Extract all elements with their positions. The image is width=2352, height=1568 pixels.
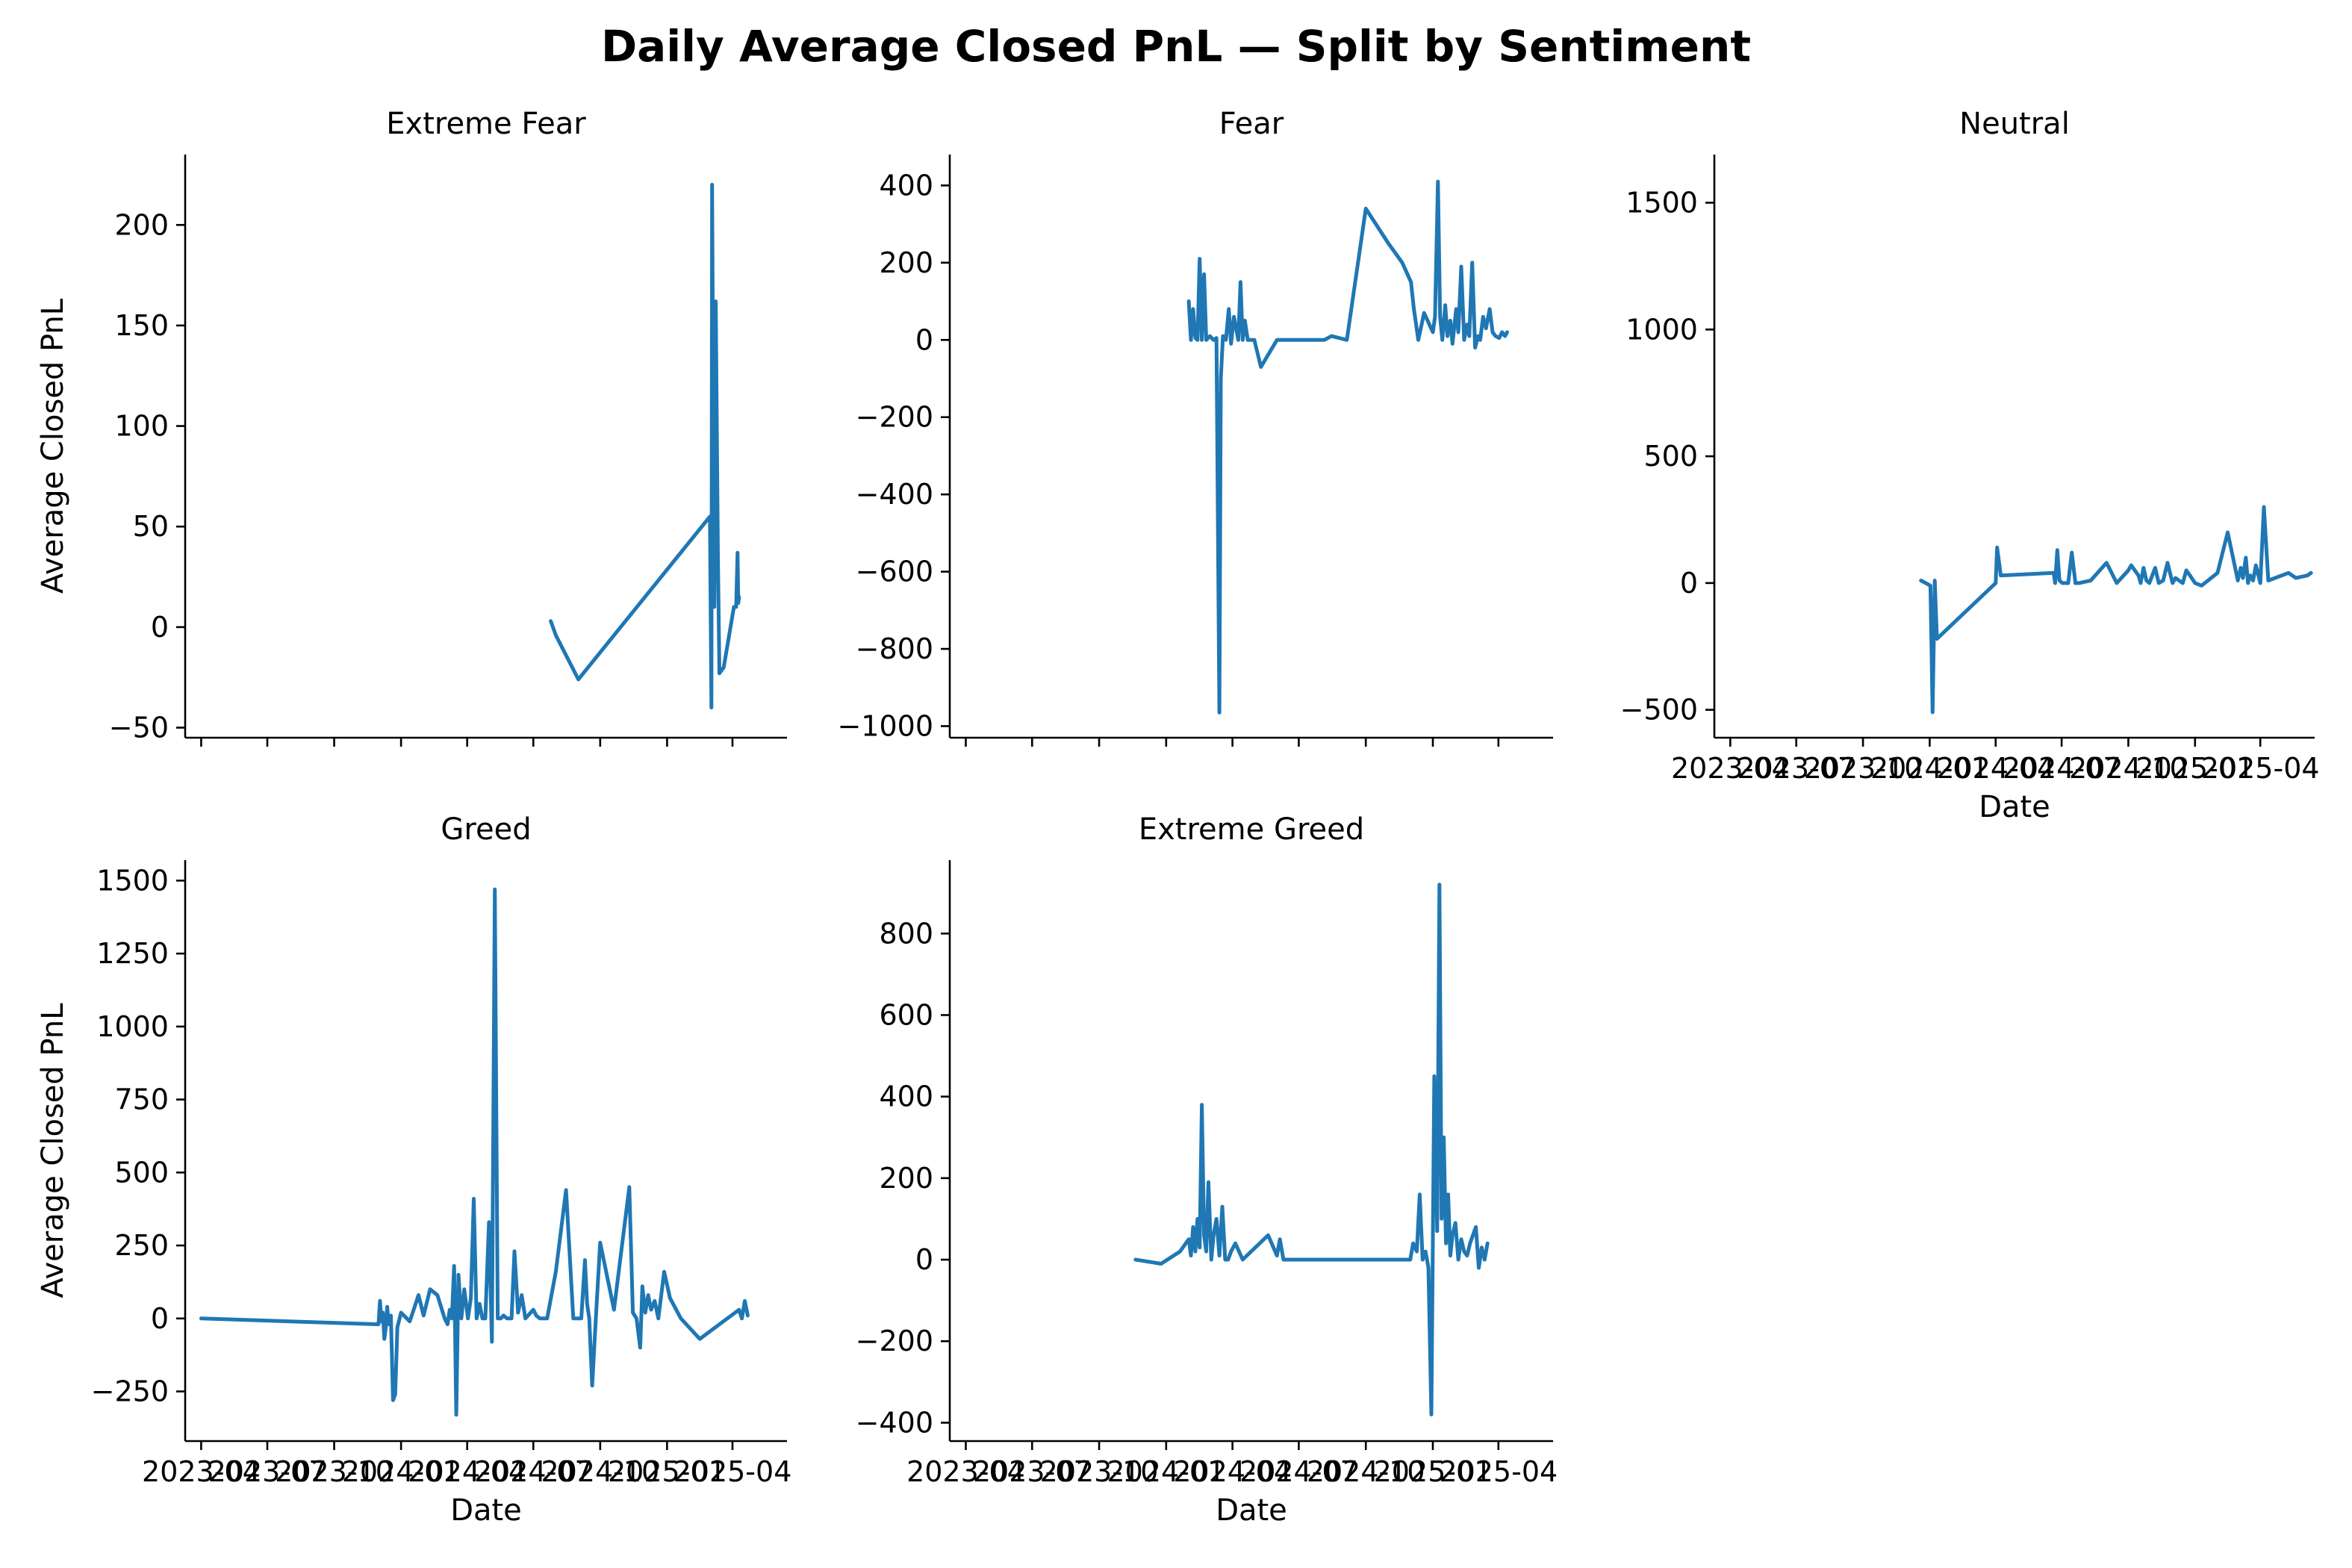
- x-tick-label: 2025-01: [2135, 752, 2254, 785]
- x-tick-label: 2023-10: [275, 1455, 393, 1488]
- panel-title: Extreme Greed: [1139, 812, 1364, 847]
- x-tick-label: 2024-10: [1307, 1455, 1425, 1488]
- x-tick-label: 2024-04: [408, 1455, 526, 1488]
- x-tick-label: 2023-04: [906, 1455, 1025, 1488]
- y-tick-label: −1000: [837, 709, 933, 742]
- x-tick-label: 2024-07: [474, 1455, 593, 1488]
- x-tick-label: 2024-01: [1107, 1455, 1225, 1488]
- x-tick-label: 2023-07: [1737, 752, 1855, 785]
- series-line-greed: [199, 887, 750, 1417]
- figure-title: Daily Average Closed PnL — Split by Sent…: [601, 21, 1751, 72]
- y-tick-label: 750: [114, 1083, 169, 1116]
- x-tick-label: 2025-04: [2201, 752, 2320, 785]
- y-tick-label: 1250: [96, 937, 169, 970]
- x-tick-label: 2023-07: [973, 1455, 1092, 1488]
- x-axis-label: Date: [450, 1493, 522, 1528]
- x-tick-label: 2024-01: [1870, 752, 1989, 785]
- x-tick-label: 2023-04: [1671, 752, 1790, 785]
- y-tick-label: 0: [151, 1302, 169, 1335]
- y-tick-label: −400: [856, 1406, 933, 1439]
- y-tick-label: 1500: [96, 864, 169, 897]
- y-tick-label: 1000: [96, 1010, 169, 1043]
- y-tick-label: 100: [114, 410, 169, 443]
- y-axis-label: Average Closed PnL: [36, 298, 70, 594]
- y-tick-label: −800: [856, 632, 933, 665]
- subplot-neutral: Neutral−5000500100015002023-042023-07202…: [1620, 107, 2320, 824]
- y-tick-label: −200: [856, 1325, 933, 1357]
- y-tick-label: 200: [879, 1162, 933, 1195]
- x-tick-label: 2023-10: [1804, 752, 1923, 785]
- series-line-fear: [1186, 179, 1509, 715]
- y-tick-label: 400: [879, 169, 933, 202]
- series-line-extreme-fear: [549, 182, 741, 710]
- subplot-fear: Fear −1000 −800 −600 −400 −200 0 200 400: [837, 107, 1553, 747]
- y-tick-label: 1000: [1625, 313, 1698, 346]
- y-tick-label: 150: [114, 309, 169, 342]
- x-tick-label: 2025-04: [1439, 1455, 1558, 1488]
- x-tick-label: 2024-10: [2069, 752, 2188, 785]
- subplot-greed: Greed−25002505007501000125015002023-0420…: [36, 812, 791, 1528]
- x-tick-label: 2024-07: [2003, 752, 2121, 785]
- x-tick-label: 2024-04: [1173, 1455, 1292, 1488]
- y-tick-label: −600: [856, 556, 933, 588]
- y-tick-label: 0: [915, 323, 933, 356]
- y-tick-label: 250: [114, 1229, 169, 1262]
- y-tick-label: 200: [879, 246, 933, 279]
- x-tick-label: 2025-01: [608, 1455, 727, 1488]
- x-axis-label: Date: [1979, 790, 2050, 824]
- x-tick-label: 2024-10: [541, 1455, 659, 1488]
- y-tick-label: 1500: [1625, 187, 1698, 220]
- y-tick-label: 200: [114, 208, 169, 241]
- y-tick-label: 800: [879, 917, 933, 950]
- y-tick-label: 600: [879, 998, 933, 1031]
- subplot-extreme-fear: Extreme Fear −50 0 50 100 150 200 Average Close…: [36, 107, 787, 747]
- panel-title: Neutral: [1959, 107, 2070, 141]
- x-tick-label: 2023-07: [208, 1455, 327, 1488]
- y-tick-label: −50: [109, 712, 169, 744]
- x-axis-label: Date: [1216, 1493, 1287, 1528]
- y-tick-label: 50: [133, 510, 169, 543]
- panel-title: Fear: [1219, 107, 1284, 141]
- y-tick-label: −500: [1620, 694, 1698, 727]
- x-tick-label: 2025-04: [673, 1455, 792, 1488]
- y-tick-label: 500: [114, 1156, 169, 1189]
- x-tick-label: 2024-07: [1239, 1455, 1358, 1488]
- x-tick-label: 2024-01: [342, 1455, 461, 1488]
- subplot-extreme-greed: Extreme Greed −400 −200 0 200 400 600 800 2023-0…: [856, 812, 1558, 1528]
- x-tick-label: 2023-10: [1040, 1455, 1159, 1488]
- y-tick-label: −400: [856, 478, 933, 511]
- y-tick-label: −250: [91, 1375, 169, 1408]
- y-tick-label: −200: [856, 401, 933, 434]
- x-tick-label: 2025-01: [1374, 1455, 1493, 1488]
- y-axis-label: Average Closed PnL: [36, 1003, 70, 1298]
- x-tick-label: 2023-04: [142, 1455, 261, 1488]
- y-tick-label: 500: [1643, 440, 1698, 473]
- panel-title: Greed: [441, 812, 531, 847]
- series-line-extreme-greed: [1133, 883, 1490, 1416]
- x-tick-label: 2024-04: [1936, 752, 2055, 785]
- series-line-neutral: [1919, 505, 2313, 715]
- y-tick-label: 0: [151, 611, 169, 644]
- y-tick-label: 400: [879, 1080, 933, 1113]
- y-tick-label: 0: [1680, 567, 1698, 600]
- panel-title: Extreme Fear: [386, 107, 586, 141]
- y-tick-label: 0: [915, 1243, 933, 1276]
